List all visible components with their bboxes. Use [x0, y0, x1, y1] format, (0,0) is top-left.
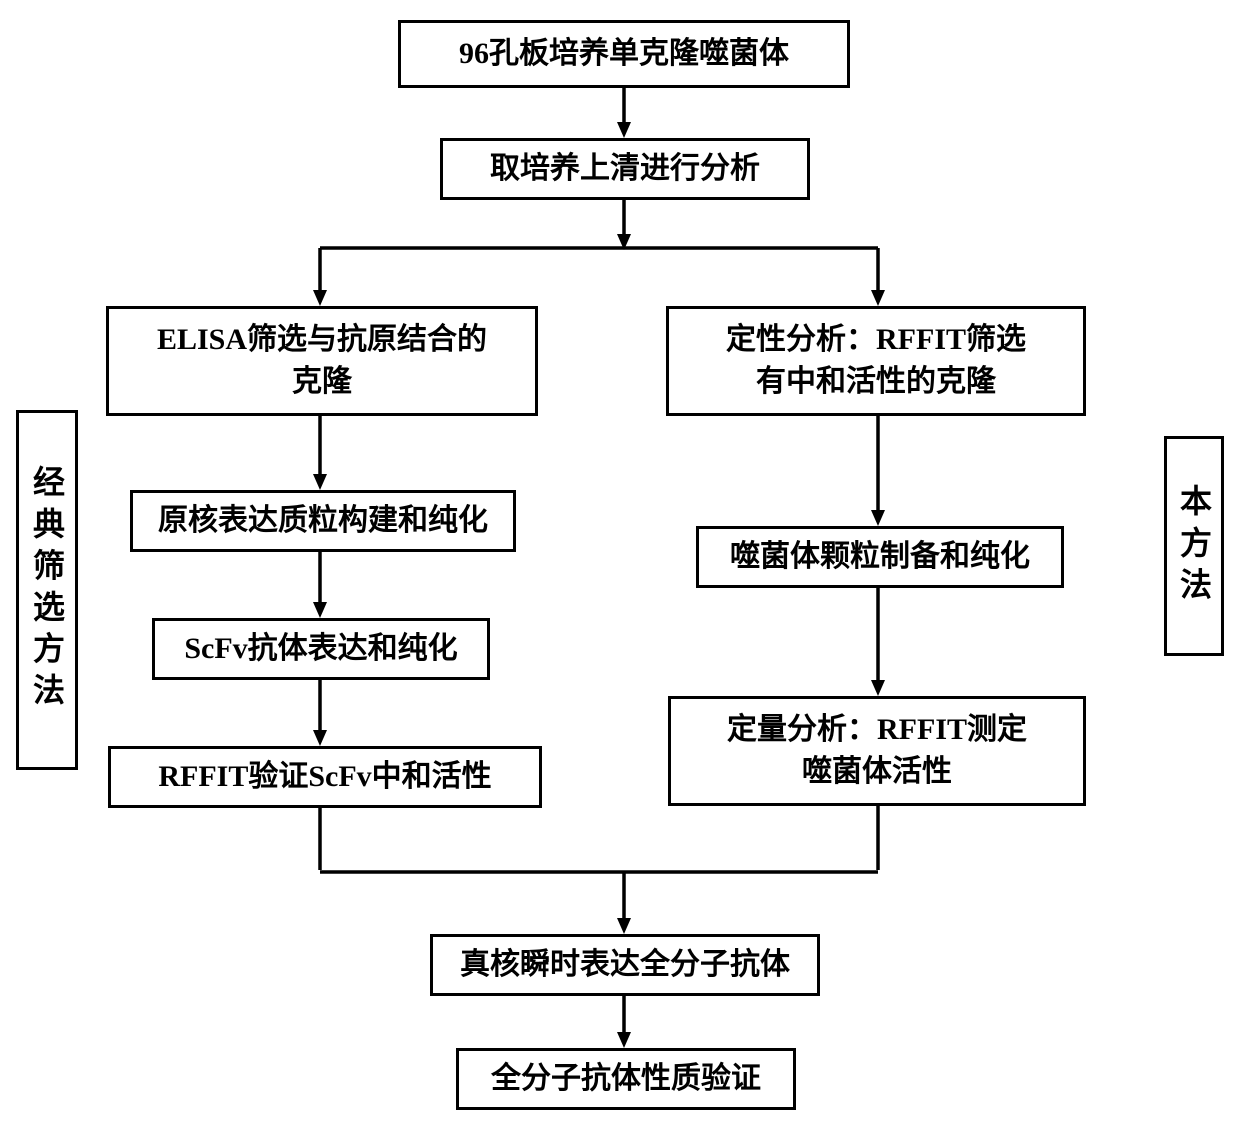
- box-bot2: 全分子抗体性质验证: [456, 1048, 796, 1110]
- box-l2: 原核表达质粒构建和纯化: [130, 490, 516, 552]
- box-top1: 96孔板培养单克隆噬菌体: [398, 20, 850, 88]
- box-r1: 定性分析：RFFIT筛选有中和活性的克隆: [666, 306, 1086, 416]
- box-r2: 噬菌体颗粒制备和纯化: [696, 526, 1064, 588]
- box-l4: RFFIT验证ScFv中和活性: [108, 746, 542, 808]
- label-left: 经典筛选方法: [16, 410, 78, 770]
- label-right: 本方法: [1164, 436, 1224, 656]
- flowchart-canvas: 96孔板培养单克隆噬菌体取培养上清进行分析 ELISA筛选与抗原结合的克隆原核表达…: [0, 0, 1240, 1138]
- box-top2: 取培养上清进行分析: [440, 138, 810, 200]
- box-l3: ScFv抗体表达和纯化: [152, 618, 490, 680]
- box-bot1: 真核瞬时表达全分子抗体: [430, 934, 820, 996]
- box-r3: 定量分析：RFFIT测定噬菌体活性: [668, 696, 1086, 806]
- box-l1: ELISA筛选与抗原结合的克隆: [106, 306, 538, 416]
